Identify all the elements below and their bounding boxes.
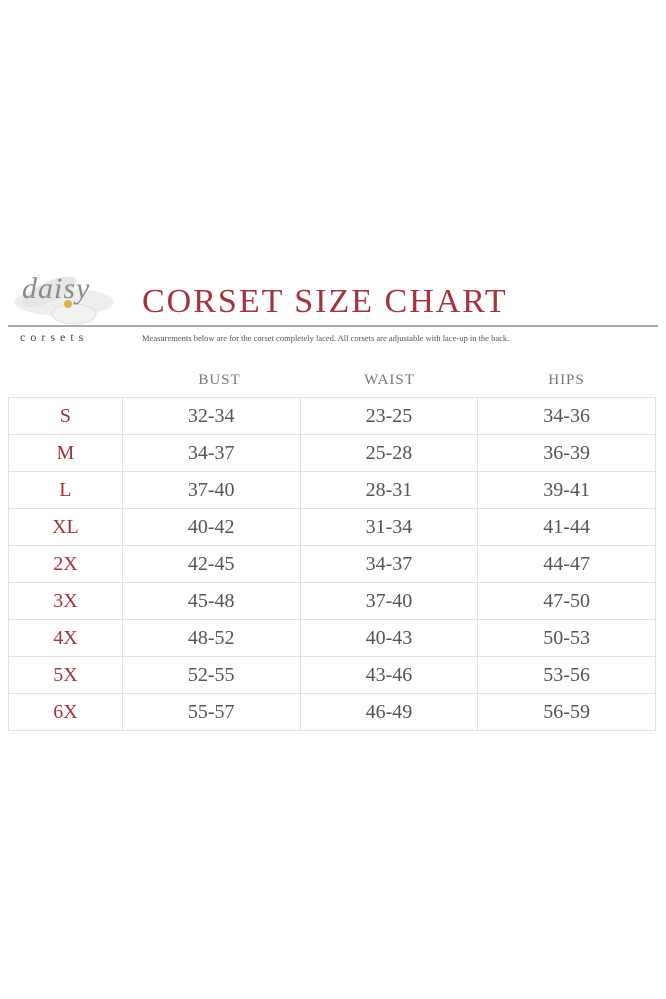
table-row: 6X 55-57 46-49 56-59 [8, 693, 656, 731]
flower-icon [14, 276, 114, 325]
table-row: 2X 42-45 34-37 44-47 [8, 545, 656, 583]
hips-cell: 53-56 [477, 656, 656, 694]
size-table: S 32-34 23-25 34-36 M 34-37 25-28 36-39 L 37-40 28… [8, 397, 656, 731]
hips-cell: 34-36 [477, 397, 656, 435]
bust-cell: 32-34 [121, 397, 301, 435]
bust-cell: 34-37 [121, 434, 301, 472]
hips-cell: 56-59 [477, 693, 656, 731]
bust-cell: 45-48 [121, 582, 301, 620]
hips-cell: 36-39 [477, 434, 656, 472]
waist-cell: 25-28 [299, 434, 479, 472]
bust-cell: 55-57 [121, 693, 301, 731]
divider [8, 325, 658, 327]
bust-cell: 42-45 [121, 545, 301, 583]
waist-cell: 23-25 [299, 397, 479, 435]
table-row: 5X 52-55 43-46 53-56 [8, 656, 656, 694]
waist-cell: 31-34 [299, 508, 479, 546]
header-hips: HIPS [548, 372, 585, 388]
table-row: M 34-37 25-28 36-39 [8, 434, 656, 472]
brand-script: daisy [22, 272, 91, 305]
hips-cell: 47-50 [477, 582, 656, 620]
waist-cell: 40-43 [299, 619, 479, 657]
size-cell: XL [8, 508, 123, 546]
waist-cell: 46-49 [299, 693, 479, 731]
size-cell: 2X [8, 545, 123, 583]
size-cell: 3X [8, 582, 123, 620]
page-title: CORSET SIZE CHART [142, 283, 508, 320]
table-row: 3X 45-48 37-40 47-50 [8, 582, 656, 620]
header-waist: WAIST [364, 372, 415, 388]
size-cell: S [8, 397, 123, 435]
hips-cell: 39-41 [477, 471, 656, 509]
bust-cell: 40-42 [121, 508, 301, 546]
measurement-note: Measurements below are for the corset co… [142, 333, 510, 343]
waist-cell: 43-46 [299, 656, 479, 694]
table-row: L 37-40 28-31 39-41 [8, 471, 656, 509]
hips-cell: 44-47 [477, 545, 656, 583]
size-cell: 6X [8, 693, 123, 731]
table-row: 4X 48-52 40-43 50-53 [8, 619, 656, 657]
bust-cell: 48-52 [121, 619, 301, 657]
brand-subtitle: corsets [20, 330, 89, 344]
header-bust: BUST [198, 372, 241, 388]
waist-cell: 28-31 [299, 471, 479, 509]
hips-cell: 41-44 [477, 508, 656, 546]
size-cell: 4X [8, 619, 123, 657]
hips-cell: 50-53 [477, 619, 656, 657]
bust-cell: 37-40 [121, 471, 301, 509]
waist-cell: 37-40 [299, 582, 479, 620]
table-row: S 32-34 23-25 34-36 [8, 397, 656, 435]
bust-cell: 52-55 [121, 656, 301, 694]
waist-cell: 34-37 [299, 545, 479, 583]
table-row: XL 40-42 31-34 41-44 [8, 508, 656, 546]
size-cell: M [8, 434, 123, 472]
size-cell: L [8, 471, 123, 509]
size-cell: 5X [8, 656, 123, 694]
brand-logo: daisy corsets [4, 262, 134, 348]
